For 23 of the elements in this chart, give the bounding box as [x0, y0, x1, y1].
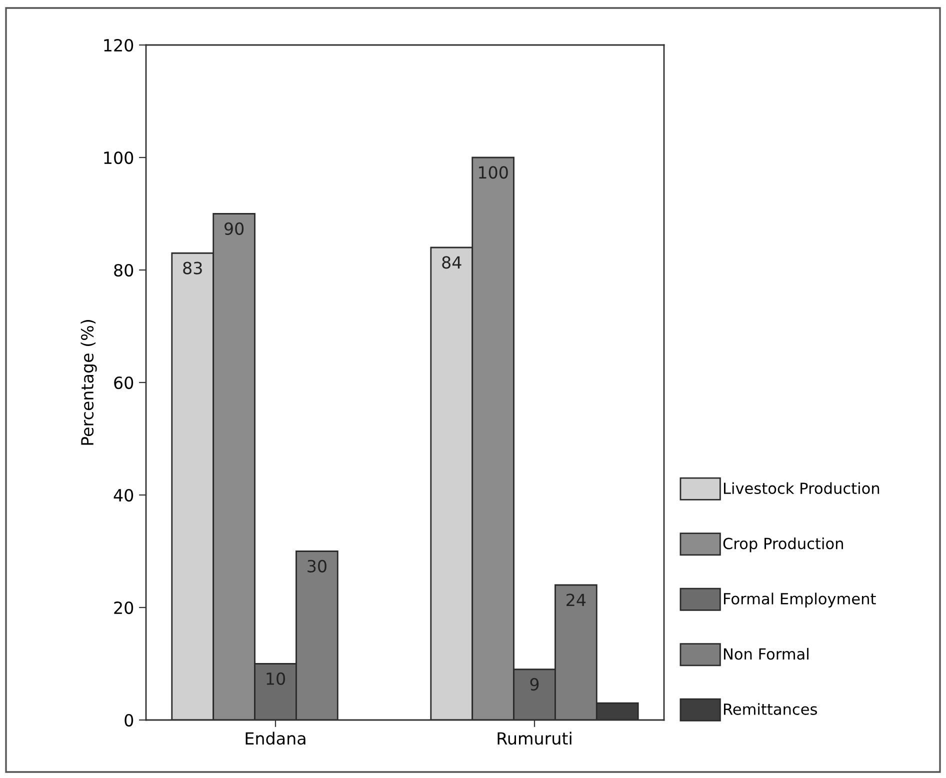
legend-label: Livestock Production: [724, 482, 880, 494]
data-label: 30: [308, 560, 326, 572]
legend-label: Remittances: [724, 703, 817, 715]
legend-label: Non Formal: [724, 648, 808, 660]
data-label: 9: [530, 678, 539, 691]
y-tick-label: 80: [114, 264, 134, 277]
y-tick-label: 120: [104, 38, 134, 52]
data-label: 83: [183, 262, 202, 274]
data-label: 10: [266, 672, 285, 685]
x-tick-label: Rumuruti: [498, 732, 572, 745]
y-tick-label: 100: [104, 151, 134, 164]
y-tick-label: 60: [114, 376, 134, 390]
y-axis-title: Percentage (%): [80, 320, 97, 445]
y-tick-label: 40: [114, 488, 134, 502]
data-label: 24: [566, 594, 586, 606]
y-tick-label: 0: [124, 714, 134, 727]
data-label: 90: [224, 222, 244, 235]
legend-label: Crop Production: [723, 537, 843, 552]
legend-label: Formal Employment: [724, 592, 876, 608]
y-tick-label: 20: [114, 601, 134, 614]
data-label: 84: [442, 256, 462, 269]
x-tick-label: Endana: [246, 732, 306, 745]
data-label: 100: [478, 166, 508, 179]
